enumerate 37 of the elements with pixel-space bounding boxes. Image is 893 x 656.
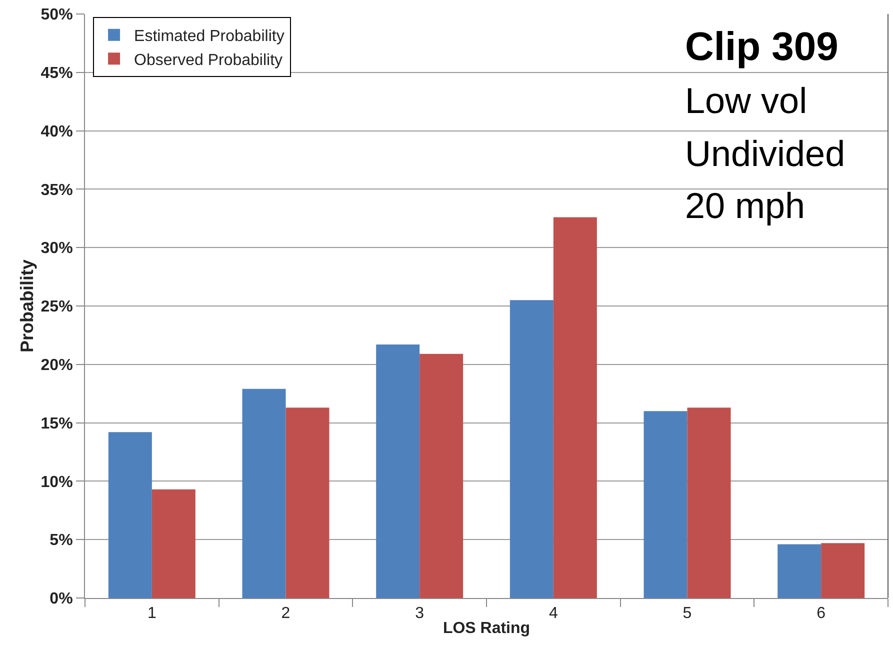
bar bbox=[152, 489, 196, 598]
annotation: Low vol bbox=[685, 80, 808, 121]
x-tick-label: 4 bbox=[548, 605, 558, 622]
y-axis-title: Probability bbox=[16, 259, 37, 353]
y-tick-label: 15% bbox=[40, 415, 73, 432]
bar bbox=[644, 411, 688, 598]
annotation: Undivided bbox=[685, 133, 846, 174]
bar bbox=[242, 388, 286, 598]
bar bbox=[376, 344, 420, 598]
y-tick-label: 0% bbox=[50, 590, 73, 608]
y-tick-label: 10% bbox=[40, 474, 73, 491]
x-tick-label: 2 bbox=[281, 605, 290, 622]
y-tick-label: 5% bbox=[50, 532, 73, 550]
bar bbox=[108, 432, 152, 598]
y-tick-label: 50% bbox=[40, 6, 73, 24]
bar bbox=[778, 544, 822, 598]
y-tick-label: 25% bbox=[40, 298, 73, 316]
y-tick-label: 20% bbox=[40, 357, 73, 374]
y-tick-label: 30% bbox=[40, 240, 73, 258]
bar bbox=[821, 543, 865, 598]
legend-label: Estimated Probability bbox=[134, 28, 284, 46]
annotation: Clip 309 bbox=[685, 25, 838, 69]
bar bbox=[510, 300, 554, 598]
annotation: 20 mph bbox=[685, 185, 806, 226]
bar bbox=[286, 408, 330, 598]
x-tick-label: 6 bbox=[816, 605, 826, 622]
bar bbox=[687, 408, 731, 598]
y-tick-label: 40% bbox=[40, 123, 73, 140]
x-tick-label: 1 bbox=[147, 605, 156, 622]
y-tick-label: 45% bbox=[40, 65, 73, 82]
x-tick-label: 5 bbox=[682, 605, 692, 622]
bar bbox=[553, 217, 597, 598]
legend-label: Observed Probability bbox=[134, 52, 283, 69]
y-tick-label: 35% bbox=[40, 182, 73, 199]
x-tick-label: 3 bbox=[415, 605, 424, 622]
x-axis-title: LOS Rating bbox=[442, 620, 530, 637]
bar bbox=[420, 354, 464, 598]
